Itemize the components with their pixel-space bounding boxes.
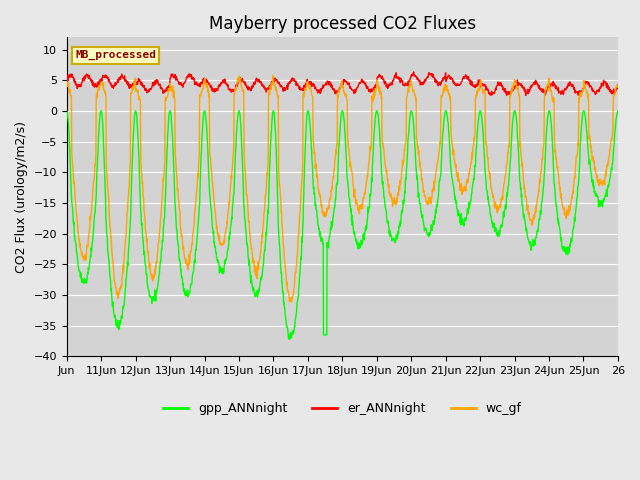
Text: MB_processed: MB_processed: [75, 50, 156, 60]
Legend: gpp_ANNnight, er_ANNnight, wc_gf: gpp_ANNnight, er_ANNnight, wc_gf: [158, 397, 527, 420]
Title: Mayberry processed CO2 Fluxes: Mayberry processed CO2 Fluxes: [209, 15, 476, 33]
Y-axis label: CO2 Flux (urology/m2/s): CO2 Flux (urology/m2/s): [15, 121, 28, 273]
